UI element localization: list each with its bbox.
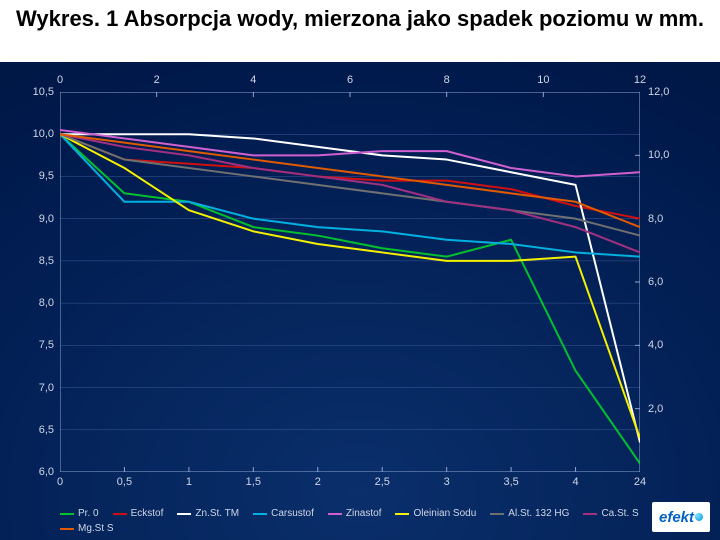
axis-tick-label: 0 [57, 74, 63, 86]
axis-tick-label: 3 [444, 476, 450, 488]
axis-tick-label: 2 [154, 74, 160, 86]
axis-tick-label: 8,5 [39, 255, 54, 267]
legend-swatch [60, 513, 74, 515]
axis-tick-label: 1 [186, 476, 192, 488]
axis-tick-label: 2 [315, 476, 321, 488]
chart-title: Wykres. 1 Absorpcja wody, mierzona jako … [6, 6, 714, 31]
axis-tick-label: 8,0 [39, 297, 54, 309]
legend-label: Zinastof [346, 508, 382, 519]
axis-tick-label: 10 [537, 74, 549, 86]
legend-label: Eckstof [131, 508, 164, 519]
axis-tick-label: 2,5 [375, 476, 390, 488]
axis-tick-label: 7,5 [39, 339, 54, 351]
axis-tick-label: 9,5 [39, 170, 54, 182]
chart-zone: 0246810126,06,57,07,58,08,59,09,510,010,… [0, 62, 720, 540]
axis-tick-label: 1,5 [246, 476, 261, 488]
legend-item: Zinastof [328, 508, 382, 519]
axis-tick-label: 0 [57, 476, 63, 488]
legend-item: Carsustof [253, 508, 314, 519]
axis-tick-label: 12,0 [648, 86, 669, 98]
axis-tick-label: 0,5 [117, 476, 132, 488]
legend-swatch [490, 513, 504, 515]
axis-tick-label: 10,0 [648, 149, 669, 161]
legend-item: Pr. 0 [60, 508, 99, 519]
axis-tick-label: 7,0 [39, 382, 54, 394]
legend-item: Zn.St. TM [177, 508, 239, 519]
legend-label: Oleinian Sodu [413, 508, 476, 519]
legend-swatch [113, 513, 127, 515]
axis-tick-label: 10,5 [33, 86, 54, 98]
legend-label: Zn.St. TM [195, 508, 239, 519]
legend-label: Mg.St S [78, 523, 114, 534]
axis-tick-label: 6,0 [648, 276, 663, 288]
axis-tick-label: 6 [347, 74, 353, 86]
brand-logo-icon [695, 513, 703, 521]
legend-swatch [328, 513, 342, 515]
legend-swatch [60, 528, 74, 530]
legend-item: Eckstof [113, 508, 164, 519]
legend-label: Al.St. 132 HG [508, 508, 569, 519]
line-chart [60, 92, 640, 472]
axis-tick-label: 6,5 [39, 424, 54, 436]
axis-tick-label: 10,0 [33, 128, 54, 140]
axis-tick-label: 4 [250, 74, 256, 86]
axis-tick-label: 2,0 [648, 403, 663, 415]
brand-logo: efekt [652, 502, 710, 532]
legend-swatch [395, 513, 409, 515]
series-line [60, 130, 640, 176]
axis-tick-label: 8,0 [648, 213, 663, 225]
legend-item: Al.St. 132 HG [490, 508, 569, 519]
axis-tick-label: 12 [634, 74, 646, 86]
axis-tick-label: 9,0 [39, 213, 54, 225]
legend-item: Mg.St S [60, 523, 114, 534]
legend: Pr. 0 Eckstof Zn.St. TM Carsustof Zinastof Ol… [60, 508, 660, 534]
legend-swatch [583, 513, 597, 515]
axis-tick-label: 4 [572, 476, 578, 488]
legend-label: Pr. 0 [78, 508, 99, 519]
axis-tick-label: 6,0 [39, 466, 54, 478]
brand-logo-text: efekt [659, 509, 694, 526]
axis-tick-label: 24 [634, 476, 646, 488]
legend-item: Ca.St. S [583, 508, 638, 519]
axis-tick-label: 8 [444, 74, 450, 86]
legend-swatch [253, 513, 267, 515]
axis-tick-label: 4,0 [648, 339, 663, 351]
legend-label: Carsustof [271, 508, 314, 519]
title-band: Wykres. 1 Absorpcja wody, mierzona jako … [0, 0, 720, 35]
legend-label: Ca.St. S [601, 508, 638, 519]
slide: Wykres. 1 Absorpcja wody, mierzona jako … [0, 0, 720, 540]
legend-swatch [177, 513, 191, 515]
axis-tick-label: 3,5 [503, 476, 518, 488]
legend-item: Oleinian Sodu [395, 508, 476, 519]
